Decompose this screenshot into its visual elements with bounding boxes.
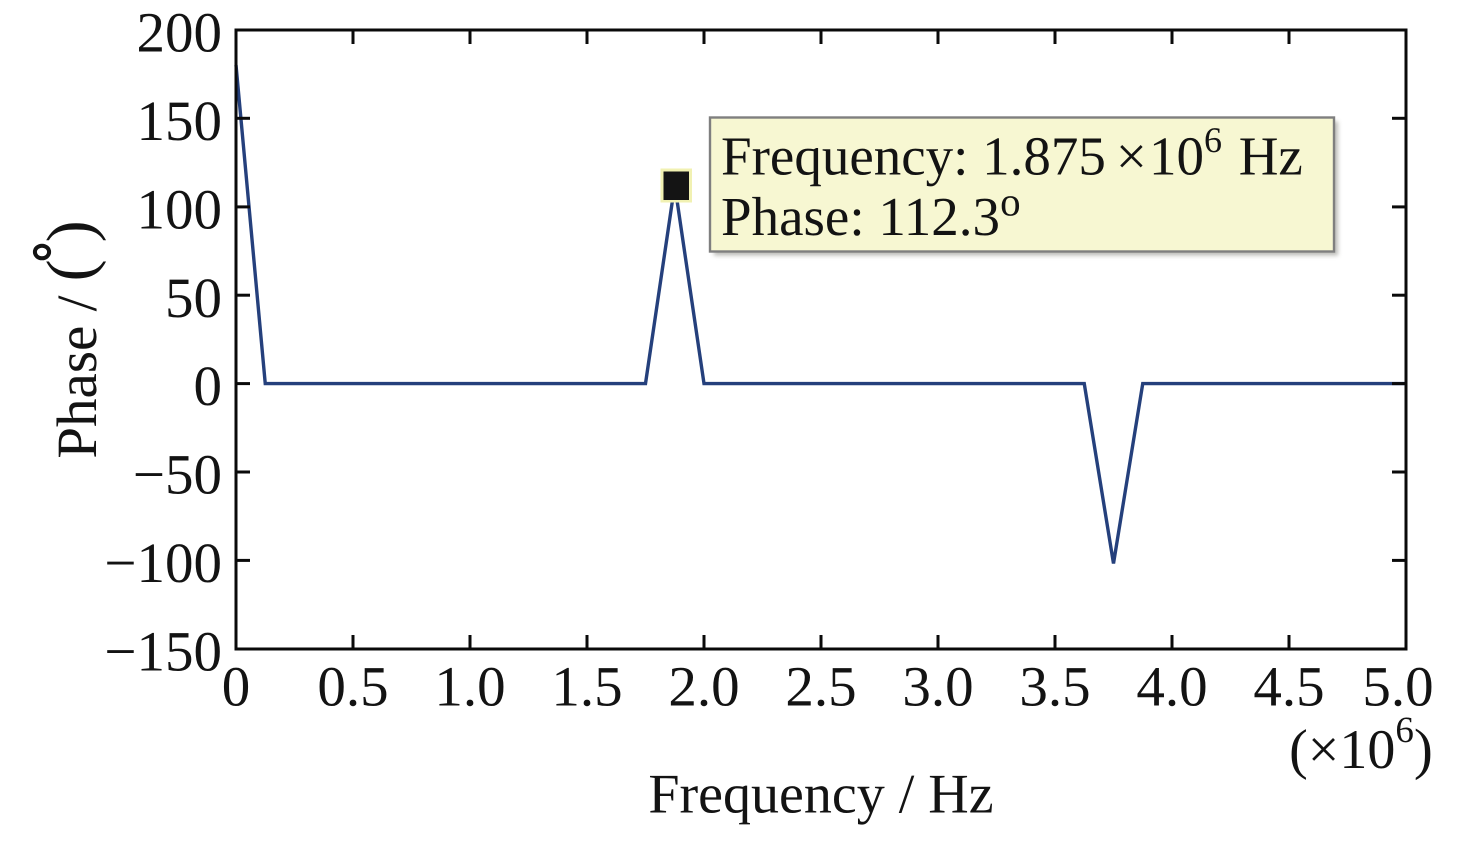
svg-text:50: 50 bbox=[165, 267, 222, 330]
svg-text:−100: −100 bbox=[104, 532, 222, 595]
svg-text:2.5: 2.5 bbox=[785, 656, 856, 719]
svg-text:3.5: 3.5 bbox=[1019, 656, 1090, 719]
svg-text:−150: −150 bbox=[104, 620, 222, 683]
svg-text:200: 200 bbox=[137, 2, 223, 65]
svg-text:150: 150 bbox=[137, 90, 223, 153]
svg-text:0.5: 0.5 bbox=[317, 656, 388, 719]
svg-text:3.0: 3.0 bbox=[902, 656, 973, 719]
svg-text:1.0: 1.0 bbox=[434, 656, 505, 719]
svg-text:1.5: 1.5 bbox=[551, 656, 622, 719]
svg-text:Phase / (): Phase / () bbox=[34, 220, 109, 458]
svg-text:5.0: 5.0 bbox=[1362, 656, 1433, 719]
svg-text:0: 0 bbox=[194, 355, 223, 418]
svg-text:−50: −50 bbox=[133, 444, 222, 507]
svg-text:4.0: 4.0 bbox=[1136, 656, 1207, 719]
svg-text:Frequency / Hz: Frequency / Hz bbox=[648, 764, 993, 826]
svg-text:100: 100 bbox=[137, 179, 223, 242]
svg-text:4.5: 4.5 bbox=[1253, 656, 1324, 719]
svg-text:0: 0 bbox=[222, 656, 251, 719]
svg-text:Phase: 112.3o: Phase: 112.3o bbox=[721, 179, 1021, 248]
svg-text:2.0: 2.0 bbox=[668, 656, 739, 719]
